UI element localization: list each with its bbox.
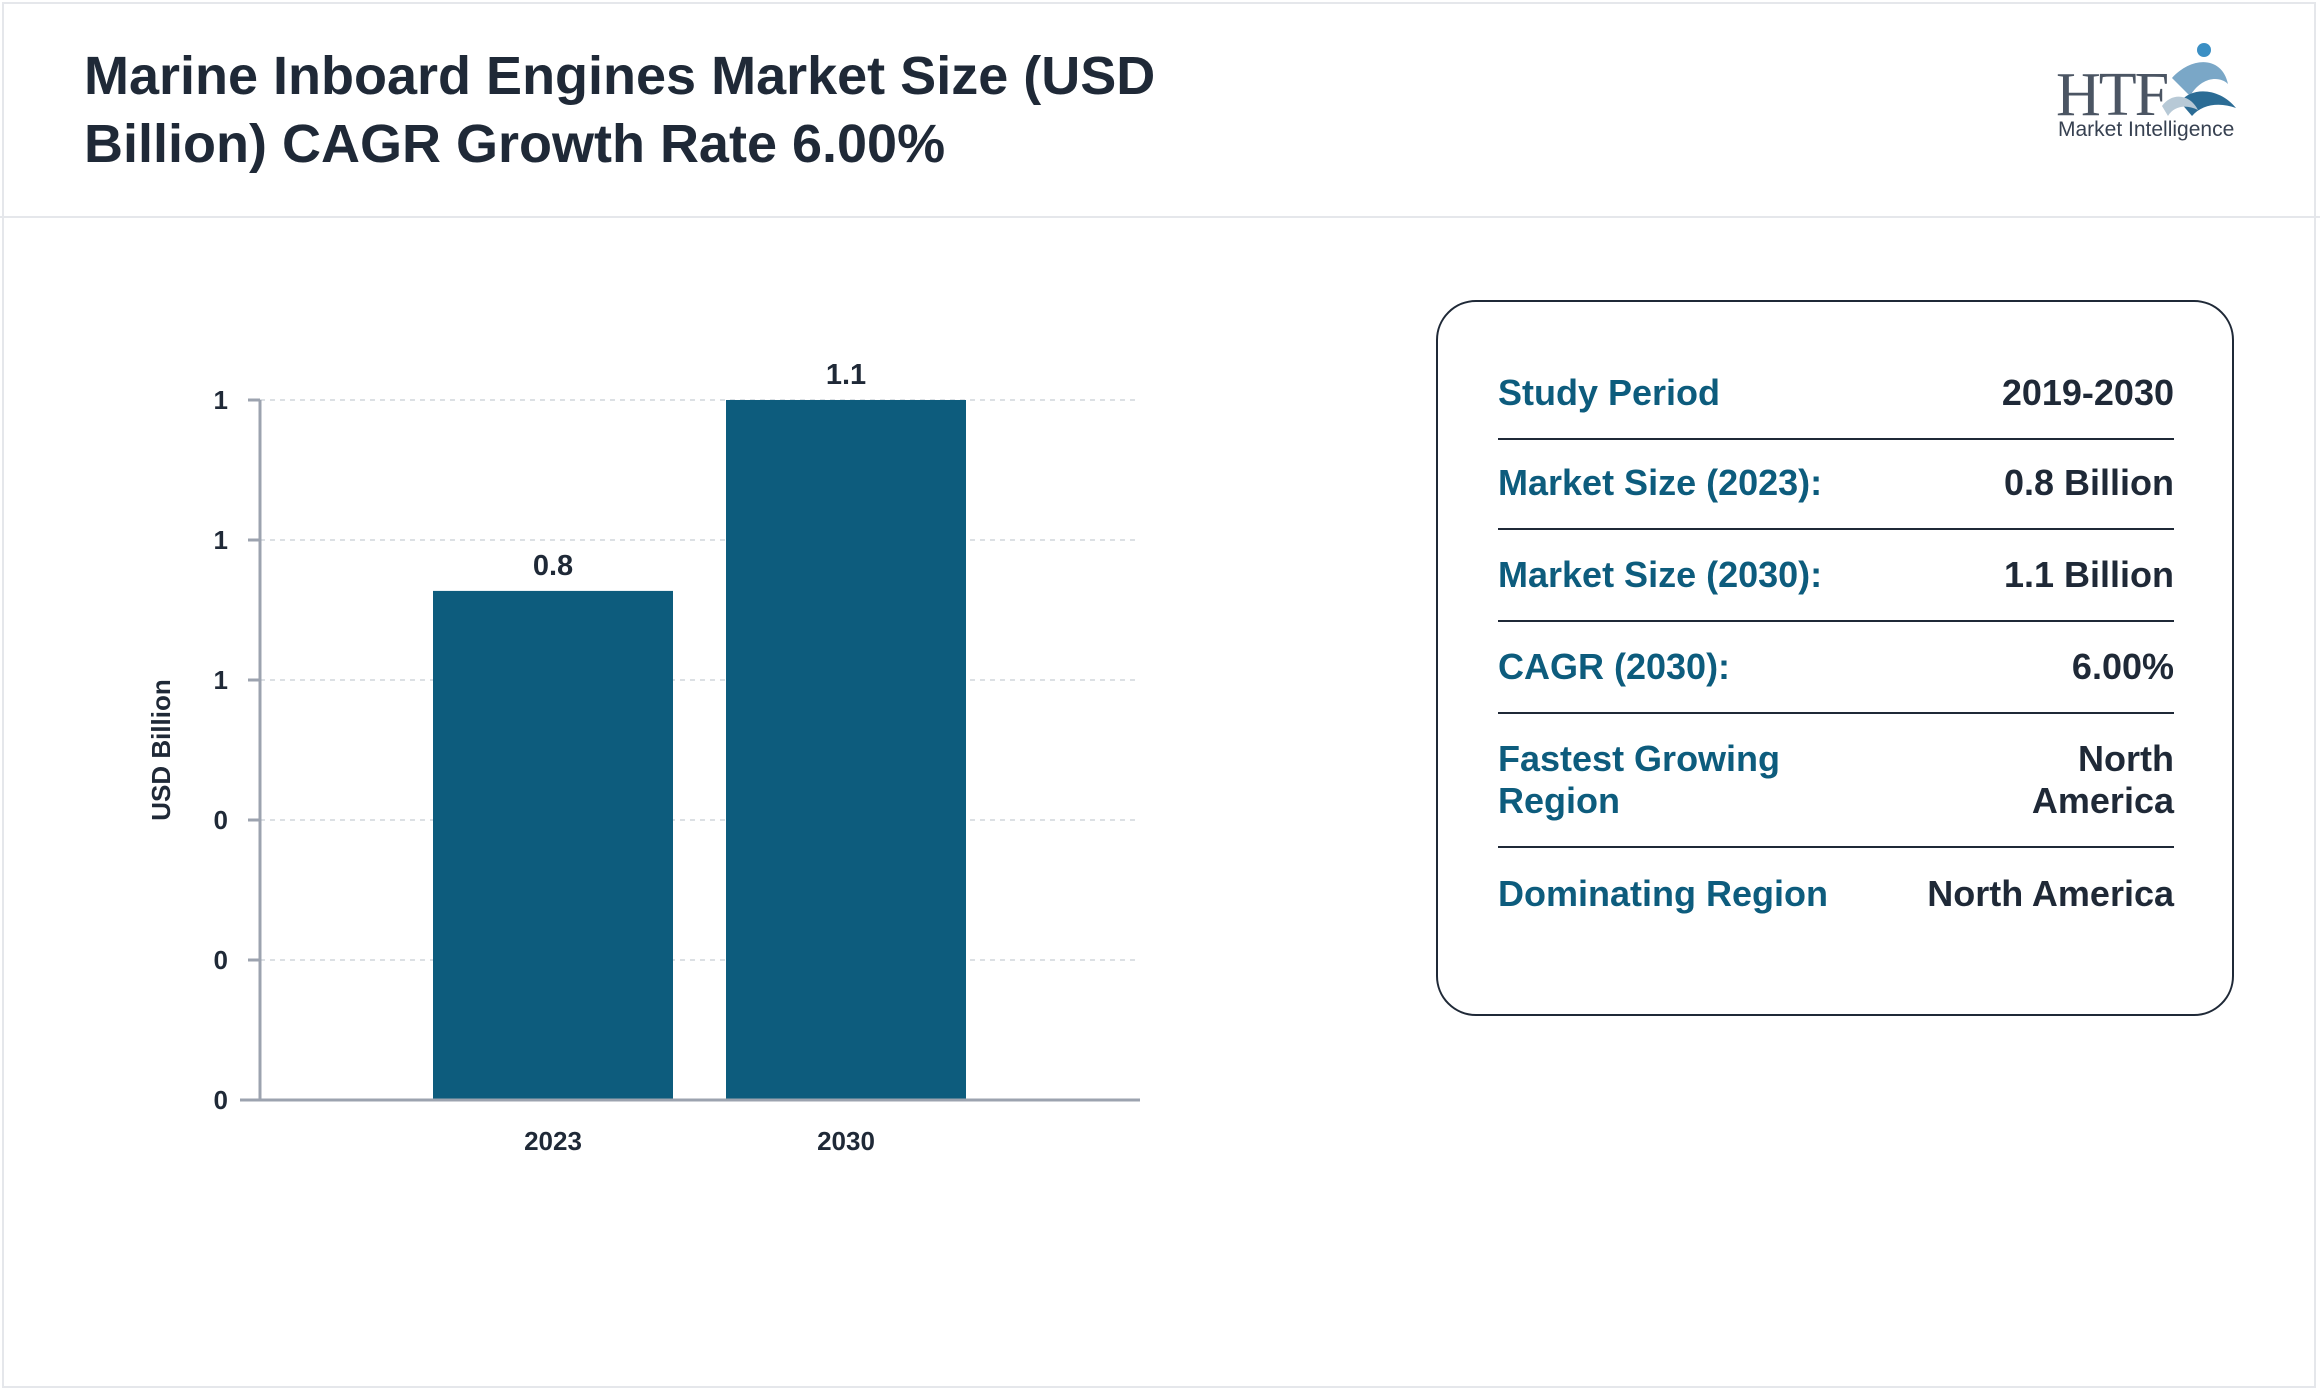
info-row: Fastest Growing Region North America (1498, 714, 2174, 848)
y-tick-label: 1 (214, 665, 228, 695)
bars (433, 400, 966, 1100)
bar-2030 (726, 400, 966, 1100)
info-value: 2019-2030 (2001, 372, 2174, 413)
y-tick-label: 0 (214, 1085, 228, 1115)
info-label: Market Size (2023): (1498, 462, 1823, 503)
info-value: North America (1927, 873, 2174, 914)
info-value: North America (2031, 738, 2174, 821)
title-line-2: Billion) CAGR Growth Rate 6.00% (84, 114, 946, 174)
title-line-1: Marine Inboard Engines Market Size (USD (84, 46, 1156, 106)
page-title: Marine Inboard Engines Market Size (USD … (84, 42, 1284, 178)
info-label: Dominating Region (1498, 873, 1828, 914)
logo-wordmark: HTF (2056, 61, 2169, 129)
y-tick-label: 1 (214, 525, 228, 555)
info-value: 0.8 Billion (2003, 462, 2174, 503)
market-info-card: Study Period 2019-2030 Market Size (2023):… (1436, 300, 2234, 1016)
info-row: Study Period 2019-2030 (1498, 348, 2174, 440)
grid-lines (260, 399, 1140, 1101)
bar-2023 (433, 590, 673, 1100)
data-labels: 0.8 1.1 (533, 359, 866, 582)
info-row: Market Size (2023): 0.8 Billion (1498, 438, 2174, 530)
info-label: Fastest Growing Region (1498, 738, 1781, 821)
y-tick-label: 1 (214, 385, 228, 415)
x-tick-labels: 2023 2030 (524, 1126, 875, 1156)
header: Marine Inboard Engines Market Size (USD … (0, 0, 2320, 218)
logo-swirl-icon (2162, 43, 2236, 116)
y-axis-title: USD Billion (146, 679, 176, 821)
company-logo: HTF Market Intelligence (2052, 36, 2242, 146)
info-row: CAGR (2030): 6.00% (1498, 622, 2174, 714)
info-row: Market Size (2030): 1.1 Billion (1498, 530, 2174, 622)
y-tick-labels: 0 0 0 1 1 1 (214, 385, 260, 1115)
data-label: 0.8 (533, 550, 573, 582)
y-tick-label: 0 (214, 805, 228, 835)
y-tick-label: 0 (214, 945, 228, 975)
info-row: Dominating Region North America (1498, 848, 2174, 940)
x-tick-label: 2030 (817, 1126, 875, 1156)
info-label: Market Size (2030): (1498, 554, 1823, 595)
bar-chart: 0 0 0 1 1 1 2023 2030 0.8 1.1 USD Billion (146, 359, 1140, 1156)
info-value: 6.00% (2071, 646, 2174, 687)
logo-subtitle: Market Intelligence (2058, 118, 2235, 141)
data-label: 1.1 (826, 359, 866, 391)
info-label: CAGR (2030): (1498, 646, 1731, 687)
info-value: 1.1 Billion (2003, 554, 2174, 595)
info-label: Study Period (1498, 372, 1721, 413)
x-tick-label: 2023 (524, 1126, 582, 1156)
